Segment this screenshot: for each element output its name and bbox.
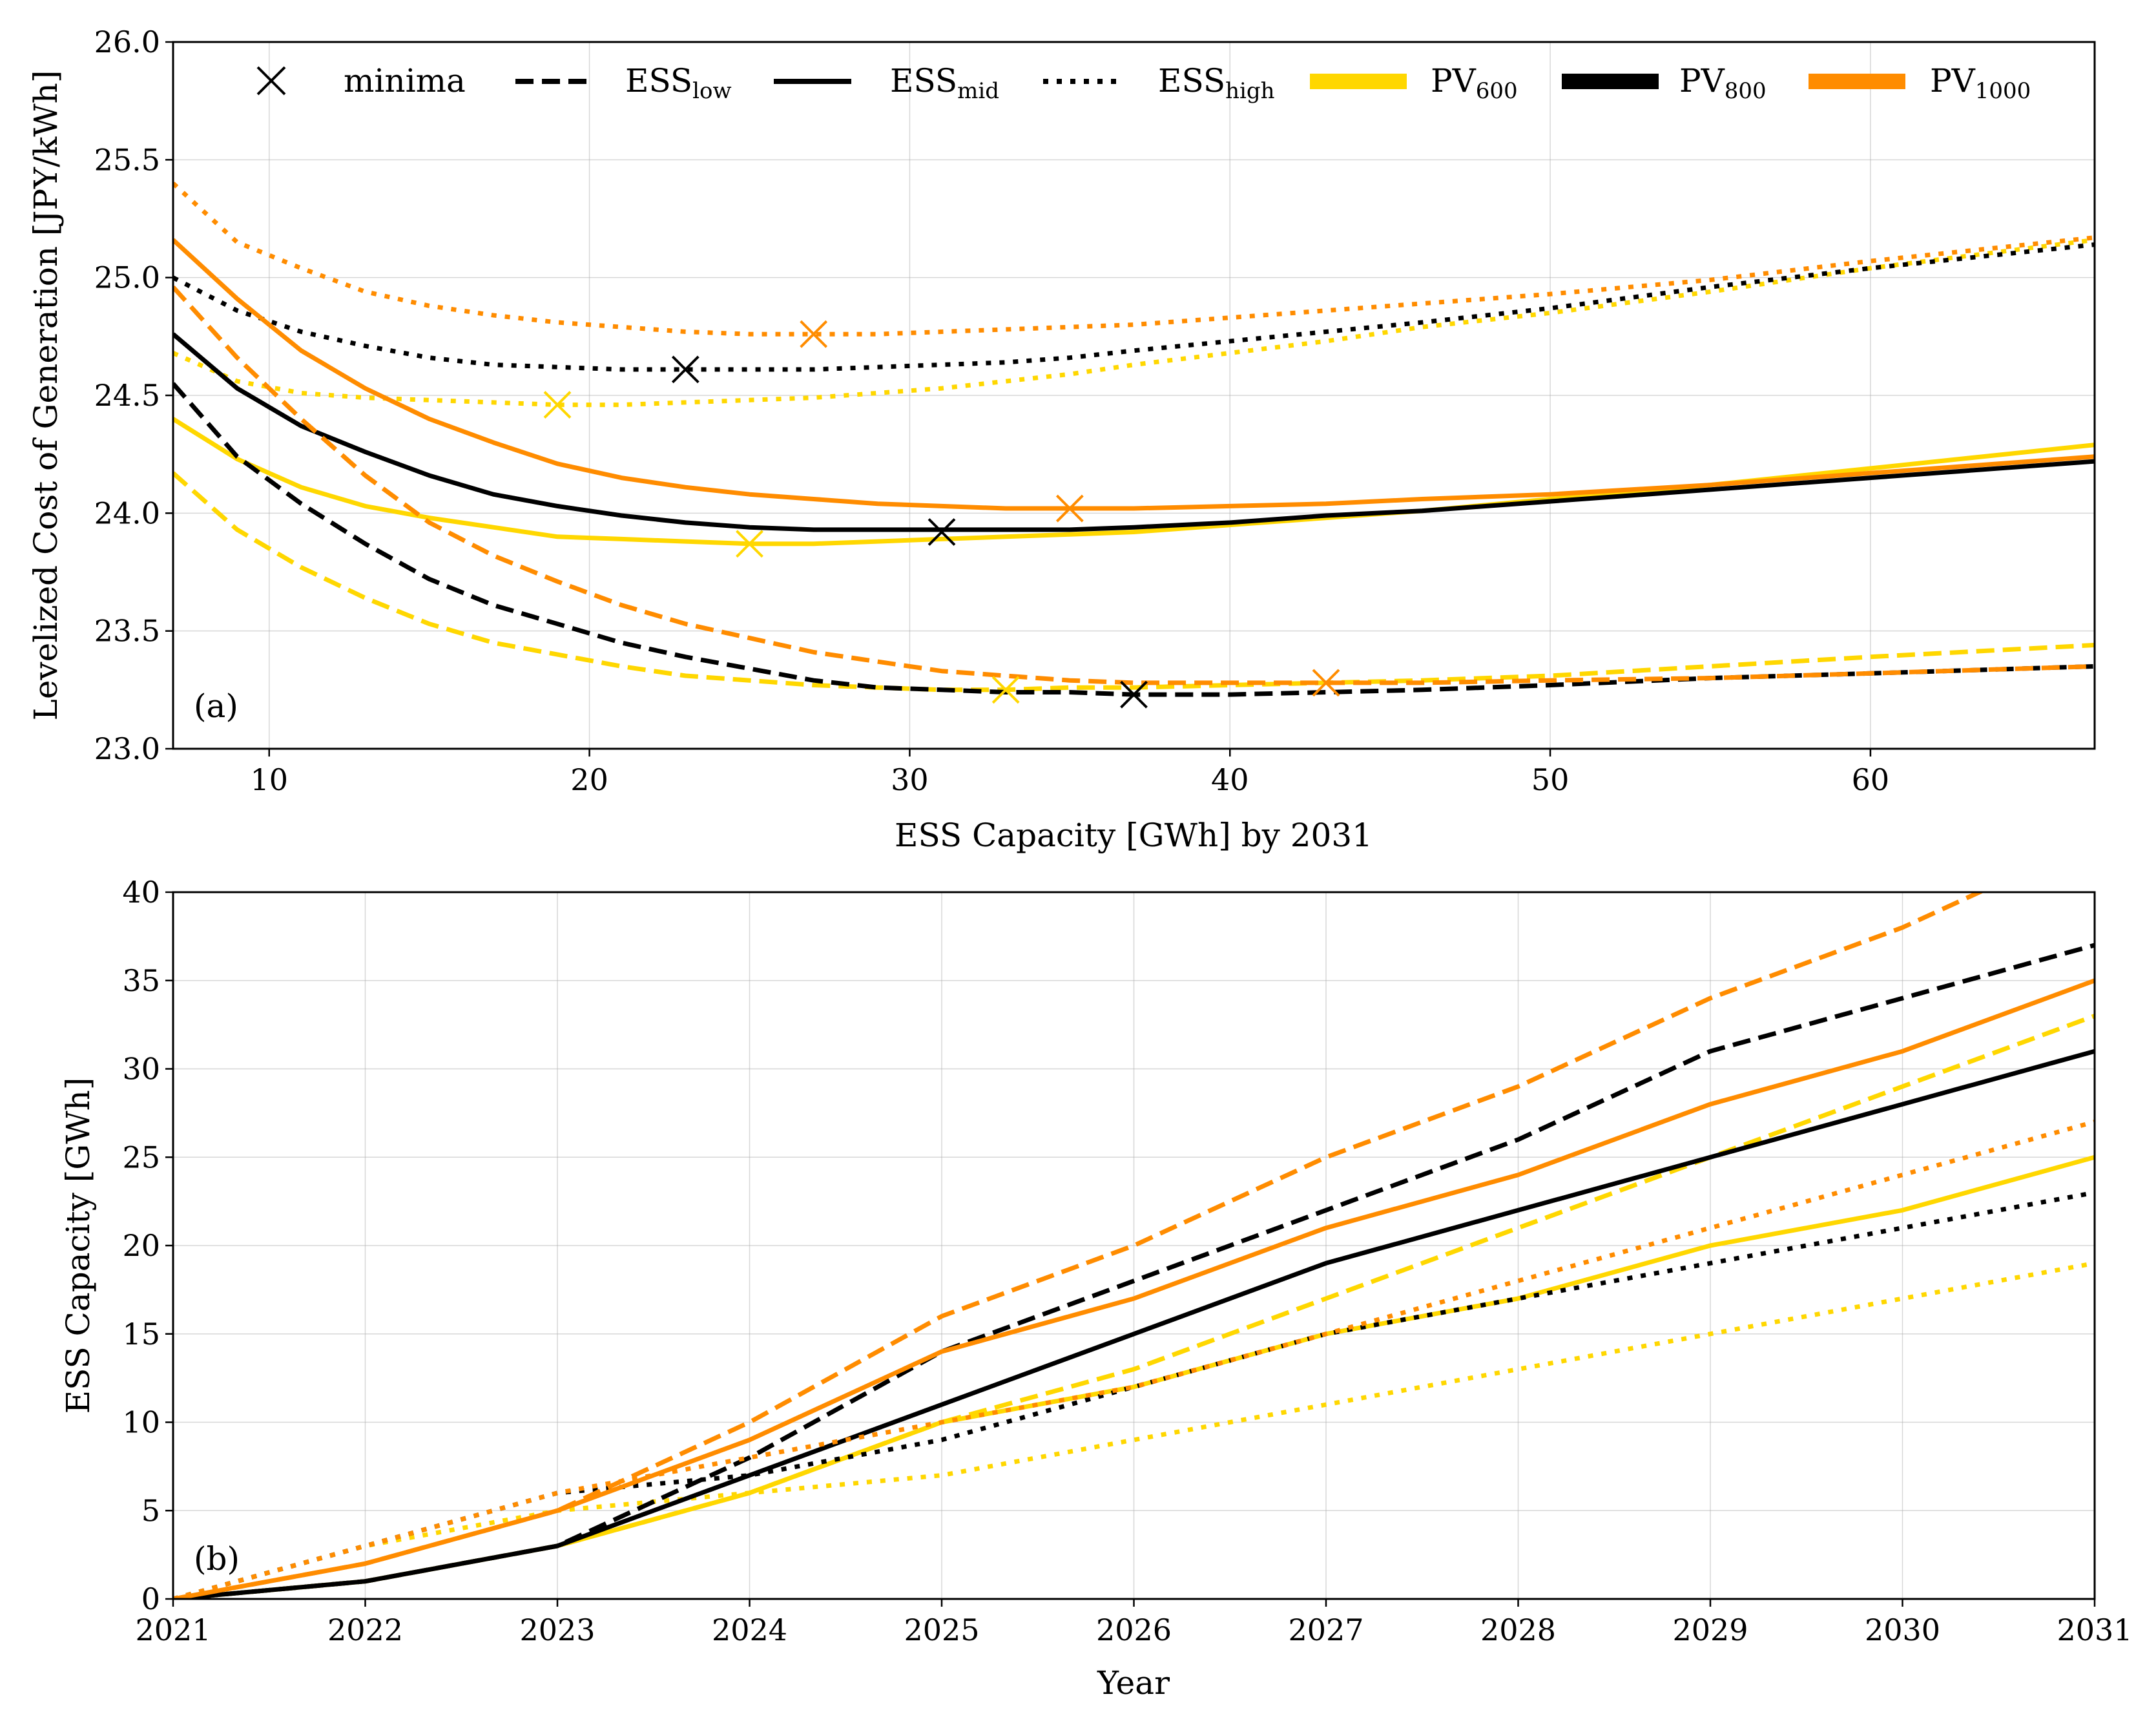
legend-ess-high-text: ESShigh bbox=[1158, 62, 1275, 104]
x-tick-label: 2030 bbox=[1865, 1613, 1940, 1647]
y-tick-label: 24.0 bbox=[94, 496, 160, 530]
y-tick-label: 20 bbox=[122, 1228, 160, 1263]
y-tick-label: 40 bbox=[122, 875, 160, 910]
y-tick-label: 5 bbox=[141, 1493, 160, 1528]
series-pv600-ess-high bbox=[173, 237, 2095, 408]
series-pv600-ess-low bbox=[173, 471, 2095, 693]
panel-a-series bbox=[173, 182, 2095, 697]
x-tick-label: 2028 bbox=[1480, 1613, 1556, 1647]
y-tick-label: 25.5 bbox=[94, 142, 160, 177]
y-tick-label: 30 bbox=[122, 1052, 160, 1087]
panel-b-label: (b) bbox=[194, 1540, 240, 1578]
minimum-marker-pv1000-ess-low bbox=[1312, 669, 1340, 697]
x-tick-label: 30 bbox=[891, 762, 929, 797]
y-tick-label: 15 bbox=[122, 1317, 160, 1352]
series-pv1000-ess-mid bbox=[173, 238, 2095, 511]
x-tick-label: 2027 bbox=[1288, 1613, 1363, 1647]
minimum-marker-pv600-ess-low bbox=[991, 676, 1020, 704]
x-tick-label: 50 bbox=[1531, 762, 1570, 797]
panel-a-x-axis-label: ESS Capacity [GWh] by 2031 bbox=[895, 817, 1373, 854]
y-tick-label: 35 bbox=[122, 963, 160, 998]
series-pv600-ess-high bbox=[173, 1260, 2095, 1599]
panel-b-grid bbox=[172, 892, 2095, 1600]
y-tick-label: 10 bbox=[122, 1405, 160, 1440]
panel-b-series bbox=[173, 892, 2095, 1599]
y-tick-label: 25 bbox=[122, 1140, 160, 1174]
x-tick-label: 2031 bbox=[2057, 1613, 2132, 1647]
legend-ess-mid-text: ESSmid bbox=[890, 62, 999, 104]
series-pv800-ess-low bbox=[173, 382, 2095, 697]
y-tick-label: 0 bbox=[141, 1582, 160, 1616]
panel-a-minima bbox=[543, 320, 1340, 709]
y-tick-label: 26.0 bbox=[94, 25, 160, 59]
panel-a-y-axis-label: Levelized Cost of Generation [JPY/kWh] bbox=[27, 70, 65, 721]
minimum-marker-pv1000-ess-mid bbox=[1055, 494, 1084, 523]
legend-minima-text: minima bbox=[344, 62, 466, 99]
x-tick-label: 60 bbox=[1852, 762, 1890, 797]
minimum-marker-pv800-ess-low bbox=[1120, 680, 1148, 709]
x-tick-label: 10 bbox=[250, 762, 288, 797]
y-tick-label: 23.5 bbox=[94, 614, 160, 649]
y-tick-label: 25.0 bbox=[94, 260, 160, 295]
minimum-marker-pv800-ess-mid bbox=[928, 518, 956, 546]
minimum-marker-pv1000-ess-high bbox=[800, 320, 828, 348]
x-tick-label: 40 bbox=[1211, 762, 1249, 797]
series-pv800-ess-mid bbox=[173, 1049, 2095, 1599]
legend-pv800-text: PV800 bbox=[1679, 62, 1767, 104]
y-tick-label: 24.5 bbox=[94, 378, 160, 413]
series-pv1000-ess-high bbox=[173, 182, 2095, 337]
x-tick-label: 20 bbox=[570, 762, 608, 797]
x-tick-label: 2022 bbox=[327, 1613, 403, 1647]
legend: minima ESSlow ESSmid ESShigh PV600 PV800… bbox=[256, 62, 2031, 104]
x-tick-label: 2026 bbox=[1096, 1613, 1172, 1647]
panel-a-label: (a) bbox=[194, 687, 238, 725]
panel-a-grid bbox=[173, 41, 2095, 749]
panel-a: 10 20 30 40 50 60 23.0 23.5 24.0 24.5 25.0 25.5 26.0… bbox=[27, 25, 2096, 854]
x-tick-label: 2021 bbox=[135, 1613, 211, 1647]
legend-minima-marker bbox=[256, 66, 286, 96]
x-tick-label: 2024 bbox=[712, 1613, 787, 1647]
panel-b-ticks: 2021 2022 2023 2024 2025 2026 2027 2028 2029 2030… bbox=[122, 875, 2132, 1647]
legend-pv600-text: PV600 bbox=[1431, 62, 1518, 104]
x-tick-label: 2023 bbox=[519, 1613, 595, 1647]
panel-b-x-axis-label: Year bbox=[1097, 1664, 1170, 1702]
series-pv800-ess-high bbox=[173, 1190, 2095, 1599]
panel-b: 2021 2022 2023 2024 2025 2026 2027 2028 2029 2030… bbox=[59, 875, 2133, 1702]
series-pv1000-ess-low bbox=[173, 285, 2095, 685]
legend-pv1000-text: PV1000 bbox=[1930, 62, 2031, 104]
x-tick-label: 2025 bbox=[904, 1613, 979, 1647]
minimum-marker-pv800-ess-high bbox=[671, 355, 700, 384]
legend-ess-low-text: ESSlow bbox=[625, 62, 732, 104]
minimum-marker-pv600-ess-high bbox=[543, 391, 572, 419]
x-tick-label: 2029 bbox=[1672, 1613, 1748, 1647]
series-pv800-ess-high bbox=[173, 242, 2095, 372]
series-pv800-ess-mid bbox=[173, 332, 2095, 532]
series-pv1000-ess-mid bbox=[173, 978, 2095, 1599]
minimum-marker-pv600-ess-mid bbox=[736, 530, 763, 558]
y-tick-label: 23.0 bbox=[94, 731, 160, 766]
panel-b-y-axis-label: ESS Capacity [GWh] bbox=[59, 1078, 97, 1414]
panel-a-ticks: 10 20 30 40 50 60 23.0 23.5 24.0 24.5 25.0 25.5 26.0 bbox=[94, 25, 1890, 797]
